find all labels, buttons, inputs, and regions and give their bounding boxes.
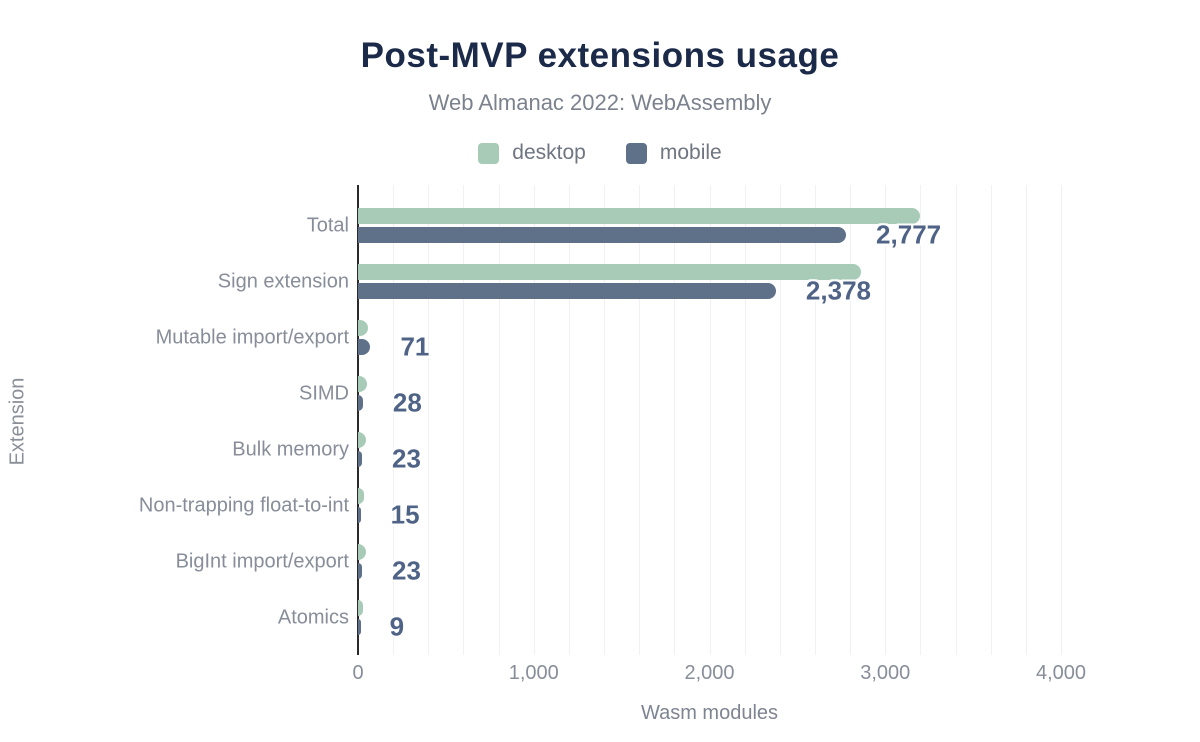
gridline-3600 — [990, 185, 992, 655]
bar-mobile-0 — [358, 227, 847, 243]
gridline-1600 — [639, 185, 641, 655]
value-label-5: 15 — [390, 499, 420, 530]
legend: desktop mobile — [0, 141, 1200, 165]
gridline-800 — [498, 185, 500, 655]
x-tick-label-4,000: 4,000 — [1035, 662, 1087, 684]
gridline-1200 — [568, 185, 570, 655]
bar-mobile-6 — [358, 563, 363, 579]
gridline-2200 — [744, 185, 746, 655]
legend-label-mobile: mobile — [659, 141, 722, 164]
gridline-2600 — [814, 185, 816, 655]
gridline-3400 — [955, 185, 957, 655]
bar-desktop-4 — [358, 432, 366, 448]
gridline-400 — [428, 185, 430, 655]
category-label-0: Total — [306, 214, 349, 236]
gridline-4000 — [1061, 185, 1062, 655]
bar-mobile-3 — [358, 395, 363, 411]
y-axis-title: Extension — [6, 377, 29, 466]
gridline-1800 — [674, 185, 676, 655]
value-label-7: 9 — [389, 611, 405, 642]
category-label-6: BigInt import/export — [175, 550, 349, 572]
category-label-3: SIMD — [299, 382, 349, 404]
gridline-2400 — [779, 185, 781, 655]
bar-mobile-2 — [358, 339, 371, 355]
bar-desktop-1 — [358, 264, 861, 280]
plot-area — [357, 185, 1062, 655]
x-tick-label-2,000: 2,000 — [684, 662, 735, 684]
legend-label-desktop: desktop — [512, 141, 586, 164]
bar-desktop-7 — [358, 600, 364, 616]
bar-desktop-3 — [358, 376, 367, 392]
value-label-1: 2,378 — [805, 275, 871, 306]
x-tick-label-1,000: 1,000 — [508, 662, 559, 684]
gridline-3000 — [885, 185, 887, 655]
x-tick-label-3,000: 3,000 — [860, 662, 911, 684]
bar-mobile-5 — [358, 507, 361, 523]
bar-desktop-2 — [358, 320, 368, 336]
mobile-swatch-icon — [625, 142, 647, 164]
gridline-3200 — [920, 185, 922, 655]
category-label-4: Bulk memory — [232, 438, 349, 460]
legend-item-mobile: mobile — [625, 141, 722, 165]
bar-desktop-6 — [358, 544, 366, 560]
gridline-2000 — [709, 185, 711, 655]
value-label-4: 23 — [392, 443, 421, 474]
value-label-0: 2,777 — [876, 219, 942, 250]
value-label-3: 28 — [392, 387, 422, 418]
gridline-3800 — [1025, 185, 1027, 655]
chart-subtitle: Web Almanac 2022: WebAssembly — [428, 90, 772, 115]
desktop-swatch-icon — [478, 142, 500, 164]
bar-mobile-1 — [358, 283, 776, 299]
chart-title: Post-MVP extensions usage — [360, 36, 840, 75]
category-label-1: Sign extension — [217, 270, 349, 292]
category-label-5: Non-trapping float-to-int — [138, 494, 349, 516]
y-axis-line — [357, 185, 359, 655]
bar-mobile-4 — [358, 451, 363, 467]
x-axis-title: Wasm modules — [640, 702, 779, 724]
legend-item-desktop: desktop — [478, 141, 586, 165]
gridline-600 — [463, 185, 465, 655]
gridline-1000 — [533, 185, 535, 655]
x-tick-label-0: 0 — [352, 662, 364, 684]
bar-desktop-0 — [358, 208, 921, 224]
bar-mobile-7 — [358, 619, 361, 635]
gridline-2800 — [850, 185, 852, 655]
value-label-6: 23 — [392, 555, 421, 586]
category-label-2: Mutable import/export — [155, 326, 349, 348]
category-label-7: Atomics — [277, 606, 349, 628]
bar-desktop-5 — [358, 488, 365, 504]
gridline-1400 — [604, 185, 606, 655]
gridline-200 — [393, 185, 395, 655]
value-label-2: 71 — [400, 331, 430, 362]
